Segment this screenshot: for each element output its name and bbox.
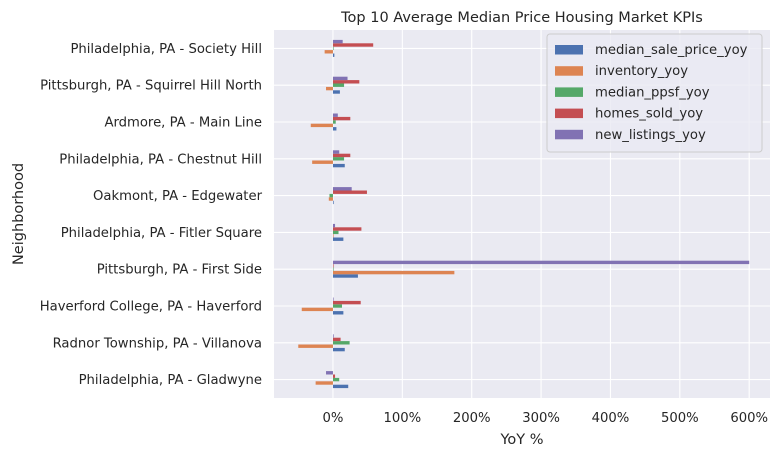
bar-new-listings-yoy (332, 113, 338, 117)
category-label: Pittsburgh, PA - First Side (97, 263, 262, 278)
bar-homes-sold-yoy (332, 116, 351, 121)
bar-new-listings-yoy (332, 150, 340, 154)
legend-label: median_ppsf_yoy (595, 85, 710, 100)
bar-median-sale-price-yoy (332, 237, 344, 241)
bar-new-listings-yoy (326, 371, 333, 375)
y-axis-label: Neighborhood (11, 163, 27, 265)
bar-homes-sold-yoy (332, 337, 341, 342)
bar-median-ppsf-yoy (332, 230, 339, 235)
bar-median-sale-price-yoy (332, 53, 335, 57)
legend-swatch (555, 66, 583, 76)
bar-median-sale-price-yoy (332, 274, 358, 278)
bar-median-ppsf-yoy (332, 304, 342, 308)
bar-new-listings-yoy (332, 187, 352, 191)
bar-inventory-yoy (324, 50, 333, 54)
bar-new-listings-yoy (332, 297, 334, 301)
bar-inventory-yoy (315, 381, 333, 385)
legend: median_sale_price_yoy inventory_yoymedian… (546, 33, 763, 153)
bar-median-ppsf-yoy (332, 267, 334, 271)
category-label: Philadelphia, PA - Society Hill (70, 42, 262, 57)
bar-median-ppsf-yoy (332, 83, 345, 87)
bar-inventory-yoy (301, 307, 333, 312)
bar-median-ppsf-yoy (332, 120, 336, 124)
bar-homes-sold-yoy (332, 264, 334, 268)
bar-inventory-yoy (326, 86, 333, 91)
legend-label: homes_sold_yoy (595, 107, 703, 122)
x-tick-labels: 0% 100% 200% 300% 400% 500% 600% (323, 411, 769, 426)
category-label: Radnor Township, PA - Villanova (53, 336, 262, 351)
bar-median-sale-price-yoy (332, 90, 340, 94)
legend-swatch (555, 45, 583, 55)
category-label: Haverford College, PA - Haverford (40, 300, 262, 315)
bar-homes-sold-yoy (332, 190, 367, 194)
bar-new-listings-yoy (332, 260, 750, 265)
x-tick-label: 600% (730, 411, 768, 426)
bar-new-listings-yoy (332, 334, 334, 338)
bar-median-ppsf-yoy (332, 341, 350, 345)
legend-label: new_listings_yoy (595, 128, 706, 143)
bar-median-ppsf-yoy (332, 377, 340, 382)
category-label: Pittsburgh, PA - Squirrel Hill North (40, 79, 262, 94)
category-label: Philadelphia, PA - Gladwyne (79, 373, 262, 388)
category-label: Philadelphia, PA - Fitler Square (61, 226, 262, 241)
bar-new-listings-yoy (332, 39, 343, 44)
bar-inventory-yoy (332, 270, 455, 275)
bar-homes-sold-yoy (332, 80, 360, 84)
bar-homes-sold-yoy (332, 300, 361, 305)
legend-items: median_sale_price_yoy inventory_yoymedian… (555, 43, 748, 143)
bar-median-sale-price-yoy (332, 163, 345, 168)
chart-title: Top 10 Average Median Price Housing Mark… (340, 10, 703, 26)
bars (298, 39, 750, 389)
bar-median-ppsf-yoy (332, 46, 334, 51)
bar-inventory-yoy (328, 197, 333, 201)
bar-median-sale-price-yoy (332, 347, 345, 352)
bar-median-sale-price-yoy (332, 127, 337, 131)
legend-label: median_sale_price_yoy (595, 43, 748, 58)
legend-swatch (555, 87, 583, 97)
bar-new-listings-yoy (332, 223, 336, 228)
bar-homes-sold-yoy (332, 374, 336, 378)
bar-inventory-yoy (310, 123, 333, 128)
bar-median-sale-price-yoy (332, 384, 349, 389)
grid (274, 30, 770, 398)
bar-median-sale-price-yoy (332, 200, 334, 205)
legend-box (546, 33, 763, 153)
x-tick-label: 500% (661, 411, 699, 426)
bar-homes-sold-yoy (332, 43, 374, 47)
bar-median-sale-price-yoy (332, 311, 344, 315)
bar-median-ppsf-yoy (329, 193, 333, 198)
bar-inventory-yoy (298, 344, 333, 348)
bar-inventory-yoy (332, 234, 334, 238)
x-tick-label: 100% (383, 411, 421, 426)
category-label: Ardmore, PA - Main Line (104, 116, 262, 131)
legend-label: inventory_yoy (595, 64, 688, 79)
legend-swatch (555, 129, 583, 140)
x-tick-label: 200% (453, 411, 491, 426)
y-tick-labels: Philadelphia, PA - Gladwyne Radnor Townsh… (40, 42, 263, 388)
category-label: Philadelphia, PA - Chestnut Hill (59, 152, 262, 167)
legend-swatch (555, 108, 583, 119)
x-tick-label: 300% (522, 411, 560, 426)
category-label: Oakmont, PA - Edgewater (93, 189, 263, 204)
x-axis-label: YoY % (499, 432, 543, 448)
bar-new-listings-yoy (332, 76, 348, 81)
x-tick-label: 400% (592, 411, 630, 426)
x-tick-label: 0% (323, 411, 344, 426)
bar-median-ppsf-yoy (332, 157, 345, 161)
bar-homes-sold-yoy (332, 227, 362, 231)
bar-inventory-yoy (312, 160, 333, 164)
bar-homes-sold-yoy (332, 153, 351, 158)
